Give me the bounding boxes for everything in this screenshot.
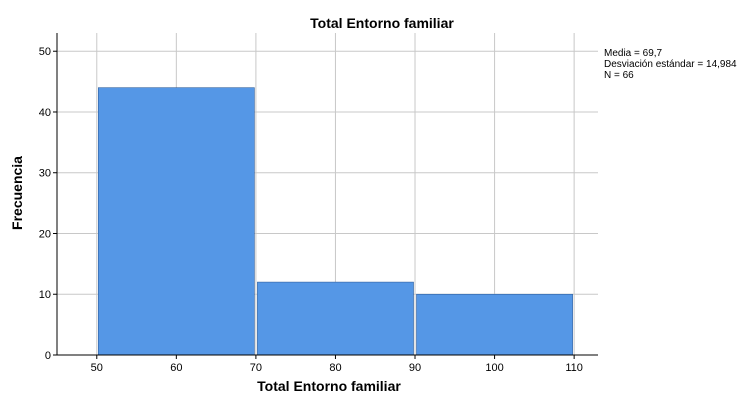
y-axis-ticks: 0 10 20 30 40 50 xyxy=(39,46,57,362)
y-axis-title: Frecuencia xyxy=(9,156,25,230)
x-tick-label-50: 50 xyxy=(91,362,103,374)
stat-line-mean: Media = 69,7 xyxy=(604,48,663,59)
x-tick-label-110: 110 xyxy=(565,362,583,374)
bar-series xyxy=(97,87,573,356)
x-tick-label-60: 60 xyxy=(170,362,182,374)
y-tick-label-30: 30 xyxy=(39,168,51,180)
chart-title: Total Entorno familiar xyxy=(310,15,454,31)
histogram-bar-2 xyxy=(257,281,414,356)
x-tick-label-70: 70 xyxy=(250,362,262,374)
y-tick-label-50: 50 xyxy=(39,46,51,58)
stats-annotation: Media = 69,7 Desviación estándar = 14,98… xyxy=(604,48,737,81)
y-tick-label-20: 20 xyxy=(39,228,51,240)
x-axis-title: Total Entorno familiar xyxy=(257,378,401,394)
histogram-bar-1 xyxy=(97,87,255,356)
x-tick-label-80: 80 xyxy=(329,362,341,374)
x-tick-label-100: 100 xyxy=(485,362,503,374)
stat-line-std: Desviación estándar = 14,984 xyxy=(604,59,737,70)
x-axis-ticks: 50 60 70 80 90 100 110 xyxy=(91,355,583,374)
stat-line-n: N = 66 xyxy=(604,70,634,81)
y-tick-label-10: 10 xyxy=(39,289,51,301)
y-tick-label-40: 40 xyxy=(39,107,51,119)
y-tick-label-0: 0 xyxy=(45,350,51,362)
histogram-bar-3 xyxy=(416,293,573,356)
x-tick-label-90: 90 xyxy=(409,362,421,374)
